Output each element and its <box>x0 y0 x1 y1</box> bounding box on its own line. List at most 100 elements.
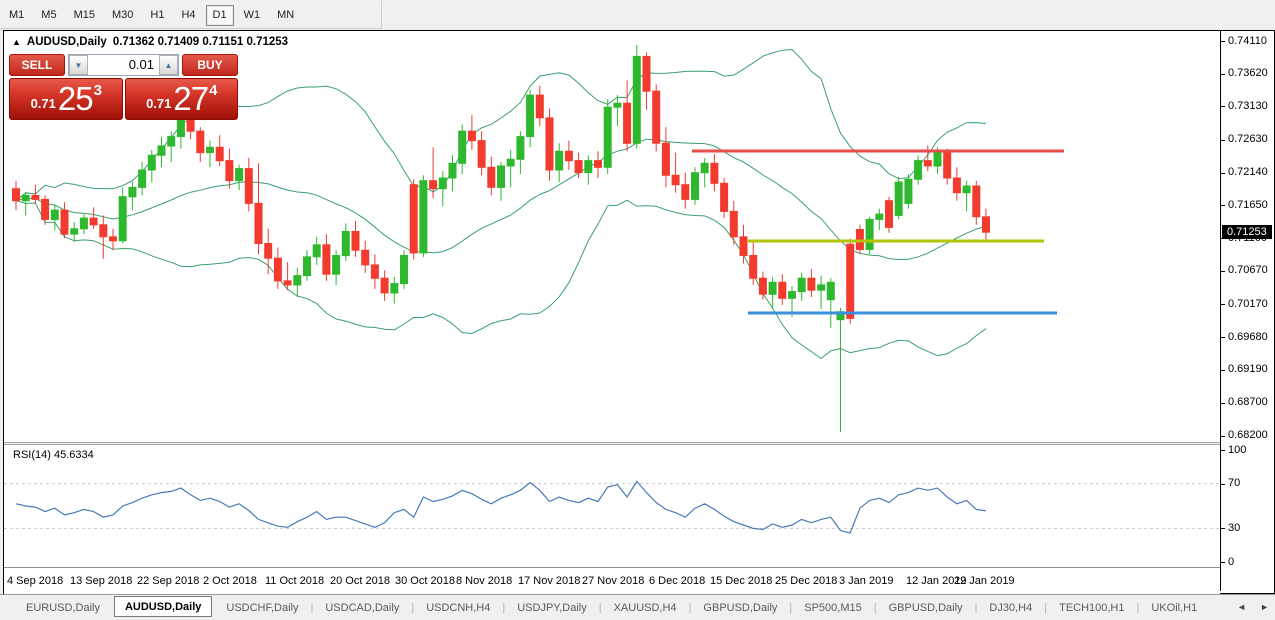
rsi-axis-label: 30 <box>1228 521 1241 534</box>
rsi-axis-label: 100 <box>1228 443 1247 456</box>
tab-tech100-h1[interactable]: TECH100,H1 <box>1059 601 1125 614</box>
tab-usdjpy-daily[interactable]: USDJPY,Daily <box>517 601 587 614</box>
price-axis-label: 0.72630 <box>1228 133 1268 146</box>
price-axis-label: 0.73130 <box>1228 99 1268 112</box>
price-axis-tick <box>1221 205 1225 207</box>
buy-price-sup: 4 <box>209 81 218 99</box>
tab-separator: | <box>502 601 506 614</box>
price-axis-tick <box>1221 369 1225 371</box>
time-axis-label: 3 Jan 2019 <box>839 575 894 587</box>
chart-symbol-icon: ▲ <box>12 36 21 47</box>
tab-dj30-h4[interactable]: DJ30,H4 <box>989 601 1033 614</box>
tab-separator: | <box>873 601 877 614</box>
buy-price-prefix: 0.71 <box>146 96 172 111</box>
symbol-label: AUDUSD,Daily <box>26 36 107 48</box>
price-axis-label: 0.69190 <box>1228 363 1268 376</box>
tab-eurusd-daily[interactable]: EURUSD,Daily <box>26 601 100 614</box>
sell-price-prefix: 0.71 <box>30 96 56 111</box>
tab-ukoil-h1[interactable]: UKOil,H1 <box>1151 601 1198 614</box>
timeframe-m15[interactable]: M15 <box>73 8 95 21</box>
tab-separator: | <box>688 601 692 614</box>
buy-price-tile[interactable]: 0.71 27 4 <box>124 78 238 120</box>
tab-scroll-arrows: ◄ ► <box>1235 594 1271 620</box>
price-axis-tick <box>1221 73 1225 75</box>
sell-button[interactable]: SELL <box>9 54 65 76</box>
price-axis-tick <box>1221 139 1225 141</box>
sell-price-tile[interactable]: 0.71 25 3 <box>9 78 123 120</box>
buy-button[interactable]: BUY <box>182 54 238 76</box>
price-axis-label: 0.68200 <box>1228 429 1268 442</box>
timeframe-w1[interactable]: W1 <box>243 8 261 21</box>
chart-title: ▲ AUDUSD,Daily 0.71362 0.71409 0.71151 0… <box>12 36 288 48</box>
price-axis-label: 0.72140 <box>1228 166 1268 179</box>
tab-xauusd-h4[interactable]: XAUUSD,H4 <box>613 601 677 614</box>
time-axis[interactable]: 4 Sep 2018 13 Sep 2018 22 Sep 2018 2 Oct 20… <box>4 567 1220 594</box>
volume-value[interactable]: 0.01 <box>128 57 154 72</box>
rsi-line <box>15 480 987 534</box>
price-axis-tick <box>1221 402 1225 404</box>
tab-audusd-daily[interactable]: AUDUSD,Daily <box>113 596 213 617</box>
candles-group <box>12 45 990 432</box>
tab-separator: | <box>1044 601 1048 614</box>
tab-gbpusd-daily[interactable]: GBPUSD,Daily <box>703 601 778 614</box>
time-axis-label: 22 Sep 2018 <box>137 575 200 587</box>
tab-usdcad-daily[interactable]: USDCAD,Daily <box>325 601 400 614</box>
tab-usdcnh-h4[interactable]: USDCNH,H4 <box>426 601 491 614</box>
price-axis-tick <box>1221 270 1225 272</box>
time-axis-label: 30 Oct 2018 <box>395 575 455 587</box>
tab-gbpusd-daily[interactable]: GBPUSD,Daily <box>888 601 963 614</box>
tab-usdchf-daily[interactable]: USDCHF,Daily <box>226 601 299 614</box>
timeframe-m5[interactable]: M5 <box>41 8 57 21</box>
price-axis-tick <box>1221 337 1225 339</box>
timeframe-m1[interactable]: M1 <box>9 8 25 21</box>
time-axis-label: 11 Oct 2018 <box>265 575 325 587</box>
tab-separator: | <box>1136 601 1140 614</box>
price-axis-tick <box>1221 172 1225 174</box>
rsi-axis-tick <box>1221 483 1225 485</box>
ohlc-values: 0.71362 0.71409 0.71151 0.71253 <box>112 36 289 48</box>
time-axis-label: 12 Jan 2019 <box>906 575 967 587</box>
sell-price-sup: 3 <box>93 81 102 99</box>
time-axis-label: 27 Nov 2018 <box>582 575 645 587</box>
timeframe-toolbar: M1 M5 M15 M30 H1 H4 D1 W1 MN <box>0 0 1275 31</box>
time-axis-label: 20 Oct 2018 <box>330 575 390 587</box>
time-axis-label: 22 Jan 2019 <box>954 575 1015 587</box>
timeframe-m30[interactable]: M30 <box>111 8 134 21</box>
chart-tab-bar: EURUSD,Daily AUDUSD,Daily USDCHF,Daily | USD… <box>0 594 1275 620</box>
tab-separator: | <box>974 601 978 614</box>
timeframe-h4[interactable]: H4 <box>181 8 196 21</box>
timeframe-mn[interactable]: MN <box>277 8 295 21</box>
rsi-axis-tick <box>1221 450 1225 451</box>
tab-separator: | <box>598 601 602 614</box>
toolbar-groove <box>0 1 382 29</box>
bollinger-middle <box>15 138 987 261</box>
rsi-axis-label: 0 <box>1228 555 1235 568</box>
bollinger-lower <box>15 199 987 360</box>
rsi-indicator-surface[interactable] <box>4 445 1220 567</box>
price-axis-label: 0.71650 <box>1228 198 1268 211</box>
one-click-trade-panel: SELL ▼ 0.01 ▲ BUY 0.71 25 3 0.71 27 4 <box>9 54 238 120</box>
volume-increase-button[interactable]: ▲ <box>159 55 178 75</box>
time-axis-label: 2 Oct 2018 <box>203 575 257 587</box>
price-axis-tick <box>1221 106 1225 108</box>
volume-decrease-button[interactable]: ▼ <box>69 55 88 75</box>
sell-price-big: 25 <box>57 80 94 117</box>
time-axis-label: 13 Sep 2018 <box>70 575 133 587</box>
buy-price-big: 27 <box>173 80 209 117</box>
tab-scroll-left-button[interactable]: ◄ <box>1237 602 1247 612</box>
pane-separator[interactable] <box>4 442 1220 445</box>
timeframe-buttons: M1 M5 M15 M30 H1 H4 D1 W1 MN <box>2 3 304 27</box>
price-axis-tick <box>1221 304 1225 306</box>
price-axis[interactable]: 0.74110 0.73620 0.73130 0.72630 0.72140 0.716… <box>1220 31 1273 591</box>
timeframe-d1[interactable]: D1 <box>205 4 234 26</box>
tab-sp500-m15[interactable]: SP500,M15 <box>804 601 862 614</box>
price-chart-surface[interactable] <box>4 31 1220 442</box>
time-axis-label: 25 Dec 2018 <box>775 575 838 587</box>
time-axis-label: 17 Nov 2018 <box>518 575 581 587</box>
tab-scroll-right-button[interactable]: ► <box>1260 602 1269 612</box>
time-axis-label: 15 Dec 2018 <box>710 575 773 587</box>
tab-separator: | <box>411 601 415 614</box>
timeframe-h1[interactable]: H1 <box>150 8 165 21</box>
price-axis-label: 0.69680 <box>1228 330 1268 343</box>
